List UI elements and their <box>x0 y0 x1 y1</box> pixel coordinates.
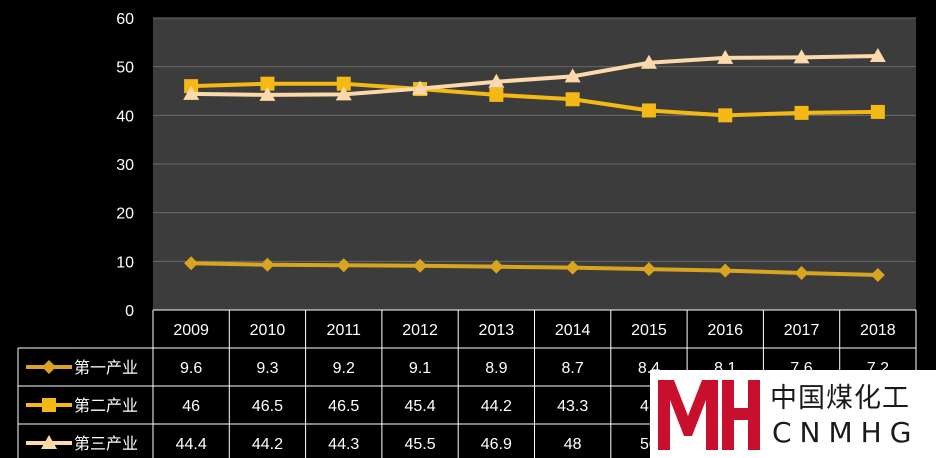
series-line <box>191 261 878 277</box>
data-point-diamond <box>336 258 351 273</box>
y-tick-label: 30 <box>116 157 134 174</box>
y-tick-label: 20 <box>116 206 134 223</box>
y-tick-label: 60 <box>116 11 134 28</box>
data-point-diamond <box>184 256 199 271</box>
data-point-diamond <box>413 258 428 273</box>
data-point-diamond <box>489 259 504 274</box>
gridlines <box>153 17 916 262</box>
series-lines <box>183 47 886 282</box>
series-line <box>191 81 878 118</box>
data-label: 45.4 <box>404 398 435 415</box>
data-point-triangle <box>259 86 276 101</box>
data-point-square <box>336 76 351 91</box>
series-name: 第三产业 <box>74 434 138 453</box>
legend-key-square <box>42 398 56 412</box>
y-tick-label: 40 <box>116 108 134 125</box>
category-label: 2009 <box>173 322 209 339</box>
data-point-square <box>870 104 885 119</box>
data-label: 46.9 <box>481 436 512 453</box>
data-point-triangle <box>488 73 505 88</box>
series-name: 第一产业 <box>74 358 138 377</box>
data-label: 46 <box>182 398 200 415</box>
data-label: 9.2 <box>333 360 355 377</box>
category-label: 2014 <box>555 322 591 339</box>
category-label: 2015 <box>631 322 667 339</box>
y-tick-label: 0 <box>125 303 134 320</box>
category-label: 2018 <box>860 322 896 339</box>
data-point-triangle <box>564 68 581 83</box>
data-point-diamond <box>565 260 580 275</box>
data-point-triangle <box>717 49 734 64</box>
data-label: 9.3 <box>256 360 278 377</box>
y-axis: 0 10 20 30 40 50 60 <box>116 11 134 320</box>
data-label: 43.3 <box>557 398 588 415</box>
watermark-logo: 中国煤化工 CNMHG <box>650 370 936 458</box>
series-line <box>191 53 878 97</box>
logo-cn-text: 中国煤化工 <box>770 383 910 414</box>
data-label: 44.2 <box>481 398 512 415</box>
category-label: 2012 <box>402 322 438 339</box>
data-point-diamond <box>870 267 885 282</box>
logo-en-text: CNMHG <box>772 416 920 449</box>
legend-key-triangle <box>41 435 57 449</box>
data-point-diamond <box>794 266 809 281</box>
data-point-triangle <box>793 49 810 64</box>
data-point-triangle <box>183 85 200 100</box>
data-point-triangle <box>869 47 886 62</box>
mh-logo-icon <box>658 380 760 450</box>
data-point-diamond <box>641 262 656 277</box>
data-point-diamond <box>718 263 733 278</box>
category-label: 2016 <box>707 322 743 339</box>
legend-key-diamond <box>42 360 56 374</box>
data-label: 9.1 <box>409 360 431 377</box>
data-label: 44.3 <box>328 436 359 453</box>
data-point-square <box>260 76 275 91</box>
y-tick-label: 50 <box>116 60 134 77</box>
data-label: 44.2 <box>252 436 283 453</box>
data-label: 46.5 <box>252 398 283 415</box>
data-label: 46.5 <box>328 398 359 415</box>
data-point-square <box>565 92 580 107</box>
category-label: 2011 <box>327 322 362 339</box>
data-point-square <box>641 103 656 118</box>
data-label: 44.4 <box>176 436 207 453</box>
y-tick-label: 10 <box>116 254 134 271</box>
data-point-triangle <box>640 54 657 69</box>
category-label: 2017 <box>784 322 820 339</box>
category-label: 2010 <box>250 322 286 339</box>
data-point-square <box>794 105 809 120</box>
data-point-square <box>489 87 504 102</box>
data-label: 48 <box>564 436 582 453</box>
data-point-triangle <box>335 86 352 101</box>
data-point-triangle <box>412 80 429 95</box>
series-name: 第二产业 <box>74 396 138 415</box>
data-label: 45.5 <box>404 436 435 453</box>
data-label: 8.9 <box>485 360 507 377</box>
data-label: 8.7 <box>562 360 584 377</box>
data-point-diamond <box>260 257 275 272</box>
data-point-square <box>718 108 733 123</box>
data-label: 9.6 <box>180 360 202 377</box>
category-label: 2013 <box>479 322 515 339</box>
